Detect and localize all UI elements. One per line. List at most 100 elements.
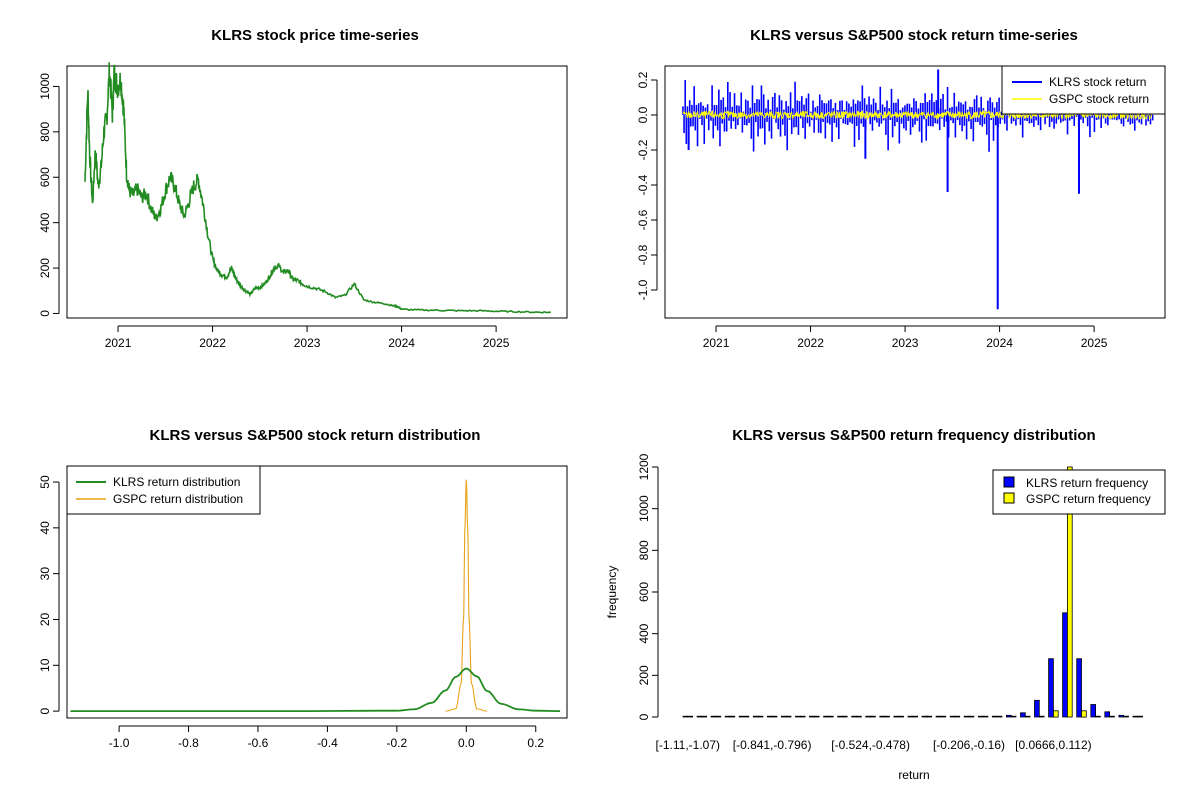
gspc-frequency-bar	[954, 715, 961, 718]
y-tick-label: -1.0	[636, 279, 650, 300]
klrs-frequency-bar	[1062, 612, 1068, 718]
klrs-frequency-bar	[921, 715, 928, 718]
distribution-chart-title: KLRS versus S&P500 stock return distribu…	[150, 427, 481, 444]
frequency-bars	[682, 466, 1143, 718]
gspc-frequency-bar	[1123, 715, 1129, 718]
frequency-y-axis: 0 200 400 600 800 1000 1200	[637, 453, 659, 720]
klrs-frequency-bar	[879, 715, 885, 718]
klrs-frequency-bar	[1132, 715, 1139, 718]
gspc-frequency-bar	[926, 715, 932, 718]
gspc-frequency-bar	[813, 715, 820, 718]
klrs-frequency-bar	[865, 715, 871, 718]
klrs-frequency-bar	[781, 715, 787, 718]
gspc-frequency-bar	[687, 715, 693, 718]
distribution-y-axis: 0 10 20 30 40 50	[38, 475, 60, 714]
x-category-label: [0.0666,0.112)	[1015, 738, 1092, 752]
x-tick-label: -1.0	[109, 736, 130, 750]
gspc-frequency-bar	[701, 715, 707, 718]
gspc-frequency-bar	[870, 715, 876, 718]
y-tick-label: 1200	[637, 453, 651, 480]
klrs-frequency-bar	[767, 715, 773, 718]
gspc-frequency-bar	[1095, 715, 1101, 718]
gspc-frequency-bar	[940, 715, 947, 718]
klrs-frequency-bar	[752, 715, 759, 718]
distribution-x-axis: -1.0 -0.8 -0.6 -0.4 -0.2 0.0 0.2	[109, 725, 544, 750]
y-tick-label: 50	[38, 475, 52, 489]
gspc-frequency-bar	[785, 715, 792, 718]
y-tick-label: 0	[38, 310, 52, 317]
y-tick-label: 600	[38, 167, 52, 187]
y-tick-label: 800	[637, 540, 651, 560]
gspc-frequency-bar	[1010, 715, 1017, 718]
gspc-frequency-bar	[856, 715, 862, 718]
y-tick-label: 20	[38, 612, 52, 626]
gspc-frequency-bar	[828, 715, 834, 718]
gspc-frequency-bar	[1067, 466, 1073, 718]
gspc-frequency-bar	[884, 715, 890, 718]
gspc-frequency-bar	[743, 715, 750, 718]
gspc-frequency-bar	[982, 715, 989, 718]
x-tick-label: 2022	[199, 336, 226, 350]
y-tick-label: 1000	[637, 495, 651, 522]
klrs-frequency-bar	[949, 715, 956, 718]
x-tick-label: -0.4	[317, 736, 338, 750]
gspc-frequency-bar	[799, 715, 806, 718]
price-timeseries-panel: KLRS stock price time-series 2021 2022 202…	[38, 27, 568, 350]
y-tick-label: 0	[38, 707, 52, 714]
frequency-legend-box	[992, 469, 1166, 515]
gspc-frequency-bar	[771, 715, 778, 718]
x-tick-label: 2025	[1081, 336, 1108, 350]
klrs-frequency-bar	[907, 715, 914, 718]
x-tick-label: -0.8	[178, 736, 199, 750]
return-chart-title: KLRS versus S&P500 stock return time-ser…	[750, 27, 1078, 44]
klrs-frequency-bar	[893, 715, 900, 718]
y-tick-label: 10	[38, 658, 52, 672]
x-tick-label: 0.0	[458, 736, 475, 750]
klrs-frequency-bar	[1048, 658, 1054, 718]
gspc-frequency-bar	[1053, 710, 1059, 718]
legend-klrs-return-label: KLRS stock return	[1049, 75, 1146, 89]
distribution-plot-frame	[66, 465, 568, 719]
klrs-frequency-bar	[795, 715, 801, 718]
y-tick-label: 800	[38, 122, 52, 142]
legend-gspc-return-label: GSPC stock return	[1049, 92, 1149, 106]
klrs-frequency-bar	[963, 715, 970, 718]
x-tick-label: 0.2	[527, 736, 544, 750]
return-legend-box	[1001, 65, 1166, 115]
return-x-axis: 2021 2022 2023 2024 2025	[703, 325, 1108, 350]
gspc-frequency-bar	[1081, 710, 1087, 718]
frequency-distribution-panel: KLRS versus S&P500 return frequency dist…	[605, 427, 1166, 782]
legend-klrs-frequency-swatch	[1003, 476, 1015, 488]
x-tick-label: 2024	[986, 336, 1013, 350]
legend-klrs-density-label: KLRS return distribution	[113, 475, 240, 489]
y-tick-label: 400	[38, 212, 52, 232]
y-tick-label: -0.8	[636, 244, 650, 265]
y-tick-label: 0.2	[636, 71, 650, 88]
x-tick-label: 2025	[483, 336, 510, 350]
klrs-frequency-bar	[1118, 714, 1125, 718]
klrs-frequency-bar	[1006, 714, 1012, 718]
y-tick-label: 40	[38, 521, 52, 535]
gspc-frequency-bar	[968, 715, 975, 718]
x-tick-label: 2023	[892, 336, 919, 350]
return-distribution-panel: KLRS versus S&P500 stock return distribu…	[38, 427, 568, 750]
y-tick-label: -0.6	[636, 209, 650, 230]
x-tick-label: 2024	[388, 336, 415, 350]
legend-gspc-frequency-label: GSPC return frequency	[1026, 492, 1151, 506]
klrs-frequency-bar	[1034, 699, 1040, 718]
klrs-frequency-bar	[710, 715, 717, 718]
y-tick-label: 400	[637, 623, 651, 643]
x-category-label: [-1.11,-1.07)	[656, 738, 720, 752]
x-tick-label: -0.6	[248, 736, 269, 750]
return-legend: KLRS stock return GSPC stock return	[1001, 65, 1166, 115]
klrs-price-line	[84, 62, 551, 314]
price-chart-title: KLRS stock price time-series	[211, 27, 419, 44]
return-timeseries-panel: KLRS versus S&P500 stock return time-ser…	[636, 27, 1166, 350]
gspc-frequency-bar	[1038, 715, 1045, 718]
klrs-frequency-bar	[977, 715, 984, 718]
klrs-frequency-bar	[696, 715, 703, 718]
frequency-y-axis-label: frequency	[605, 566, 619, 619]
klrs-frequency-bar	[1020, 712, 1026, 718]
return-y-axis: -1.0 -0.8 -0.6 -0.4 -0.2 0.0 0.2	[636, 71, 658, 300]
